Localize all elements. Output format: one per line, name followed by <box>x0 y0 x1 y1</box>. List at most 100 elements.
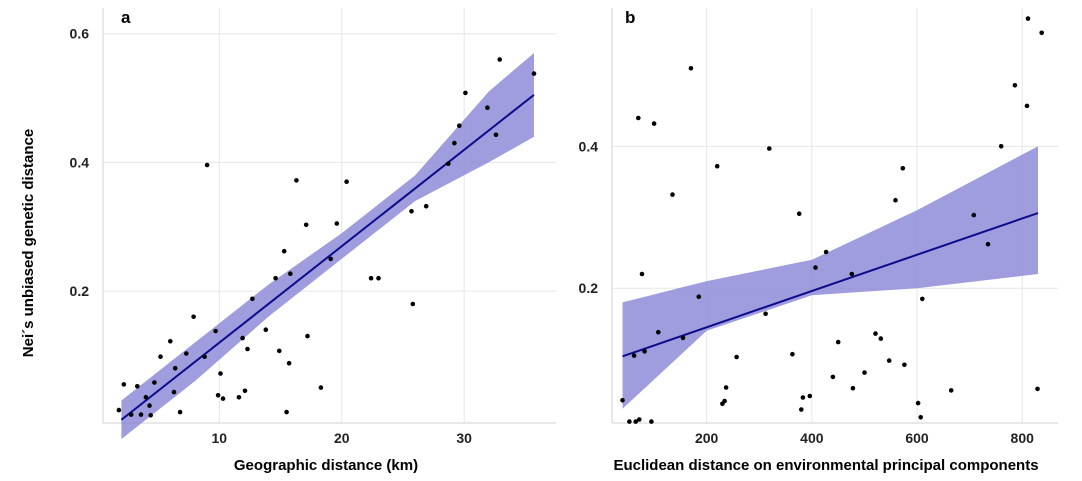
panel-b-x-tick-label: 600 <box>905 430 929 446</box>
panel-a-data-point <box>376 275 381 281</box>
panel-a-data-point <box>452 140 457 146</box>
panel-a-x-tick-label: 10 <box>212 430 228 446</box>
panel-a-data-point <box>410 301 416 307</box>
panel-a: 10 20 30 0.2 0.4 0.6 a Geographic distance (k… <box>70 8 556 474</box>
panel-b-data-point <box>1035 386 1040 392</box>
panel-a-data-point <box>446 161 451 166</box>
panel-a-points <box>116 57 537 418</box>
panel-b-data-point <box>998 144 1004 149</box>
panel-b-data-point <box>723 385 729 390</box>
panel-b-data-point <box>920 296 925 302</box>
panel-b-data-point <box>767 146 772 151</box>
panel-b-data-point <box>985 241 991 247</box>
panel-a-data-point <box>148 413 153 418</box>
panel-b-data-point <box>670 192 675 197</box>
panel-a-data-point <box>328 256 334 262</box>
panel-a-data-point <box>305 333 310 339</box>
panel-b-data-point <box>900 166 906 171</box>
panel-b-data-point <box>971 212 977 218</box>
panel-b-data-point <box>823 249 829 255</box>
panel-a-data-point <box>245 346 250 352</box>
panel-a-data-point <box>263 327 269 333</box>
panel-b-data-point <box>680 335 686 341</box>
y-axis-label: Nei´s unbiased genetic distance <box>20 129 37 357</box>
panel-b-data-point <box>1012 83 1018 88</box>
panel-a-data-point <box>202 354 207 360</box>
panel-a-data-point <box>240 335 245 341</box>
panel-a-data-point <box>242 388 248 394</box>
panel-b-data-point <box>631 353 637 358</box>
panel-b-data-point <box>807 393 813 399</box>
panel-a-data-point <box>218 371 223 376</box>
panel-b-data-point <box>763 311 768 317</box>
panel-a-data-point <box>128 412 134 417</box>
panel-a-data-point <box>281 248 287 254</box>
panel-a-data-point <box>172 366 178 371</box>
panel-b-data-point <box>873 331 878 336</box>
panel-b-data-point <box>918 415 923 420</box>
panel-b-data-point <box>862 370 867 375</box>
panel-a-data-point <box>485 105 490 110</box>
panel-b-data-point <box>696 294 702 300</box>
panel-a-x-tick-label: 20 <box>334 430 350 446</box>
panel-a-data-point <box>191 314 196 320</box>
panel-b-x-tick-label: 800 <box>1011 430 1035 446</box>
panel-a-axes <box>102 8 556 424</box>
panel-a-y-tick-label: 0.2 <box>70 283 90 299</box>
panel-a-data-point <box>463 90 468 96</box>
panel-b-tick-labels: 200 400 600 800 0.2 0.4 <box>579 138 1035 446</box>
panel-a-data-point <box>138 412 144 417</box>
panel-a-data-point <box>286 360 292 366</box>
panel-b-data-point <box>642 349 647 354</box>
panel-a-data-point <box>457 123 462 128</box>
panel-a-data-point <box>294 178 299 183</box>
panel-b-data-point <box>1024 103 1030 109</box>
panel-a-data-point <box>135 384 140 389</box>
panel-a-data-point <box>177 409 183 415</box>
panel-a-data-point <box>334 221 340 226</box>
panel-a-grid <box>103 8 556 423</box>
panel-b-data-point <box>893 197 898 203</box>
panel-b-axes <box>611 8 1058 424</box>
panel-b-data-point <box>796 211 802 216</box>
panel-b-data-point <box>1025 16 1031 21</box>
panel-b-data-point <box>734 354 739 360</box>
panel-a-confidence-band <box>121 53 535 440</box>
panel-b-x-tick-label: 200 <box>695 430 719 446</box>
panel-b-data-point <box>620 398 625 403</box>
panel-a-data-point <box>213 328 218 334</box>
panel-a-data-point <box>423 203 429 209</box>
panel-a-data-point <box>318 385 324 390</box>
panel-b-data-point <box>850 385 856 391</box>
panel-a-y-tick-label: 0.6 <box>70 26 90 42</box>
panel-a-data-point <box>277 348 282 354</box>
panel-a-data-point <box>273 275 278 281</box>
panel-a-data-point <box>250 296 255 302</box>
panel-b-data-point <box>649 419 654 424</box>
panel-a-tick-labels: 10 20 30 0.2 0.4 0.6 <box>70 26 473 446</box>
panel-b-data-point <box>627 419 632 424</box>
panel-b-data-point <box>790 351 795 357</box>
panel-a-data-point <box>531 71 537 76</box>
panel-a-x-tick-label: 30 <box>456 430 472 446</box>
panel-b-points <box>620 16 1044 424</box>
panel-b-data-point <box>688 66 694 71</box>
panel-a-data-point <box>147 403 152 408</box>
panel-a-data-point <box>497 57 503 62</box>
panel-a-data-point <box>168 339 173 344</box>
panel-a-data-point <box>288 271 293 277</box>
panel-b-data-point <box>835 339 841 345</box>
panel-b-x-tick-label: 400 <box>800 430 824 446</box>
panel-b-data-point <box>633 419 638 424</box>
panel-b-data-point <box>830 374 836 380</box>
panel-b-regression-line <box>622 212 1039 358</box>
panel-b-data-point <box>637 417 642 422</box>
panel-b-data-point <box>722 398 727 404</box>
panel-b-data-point <box>849 271 855 277</box>
panel-b-x-axis-label: Euclidean distance on environmental prin… <box>613 457 1038 474</box>
panel-b-data-point <box>799 407 804 412</box>
panel-b-label: b <box>625 8 635 27</box>
panel-a-y-tick-label: 0.4 <box>70 154 90 170</box>
panel-b-data-point <box>915 400 921 406</box>
